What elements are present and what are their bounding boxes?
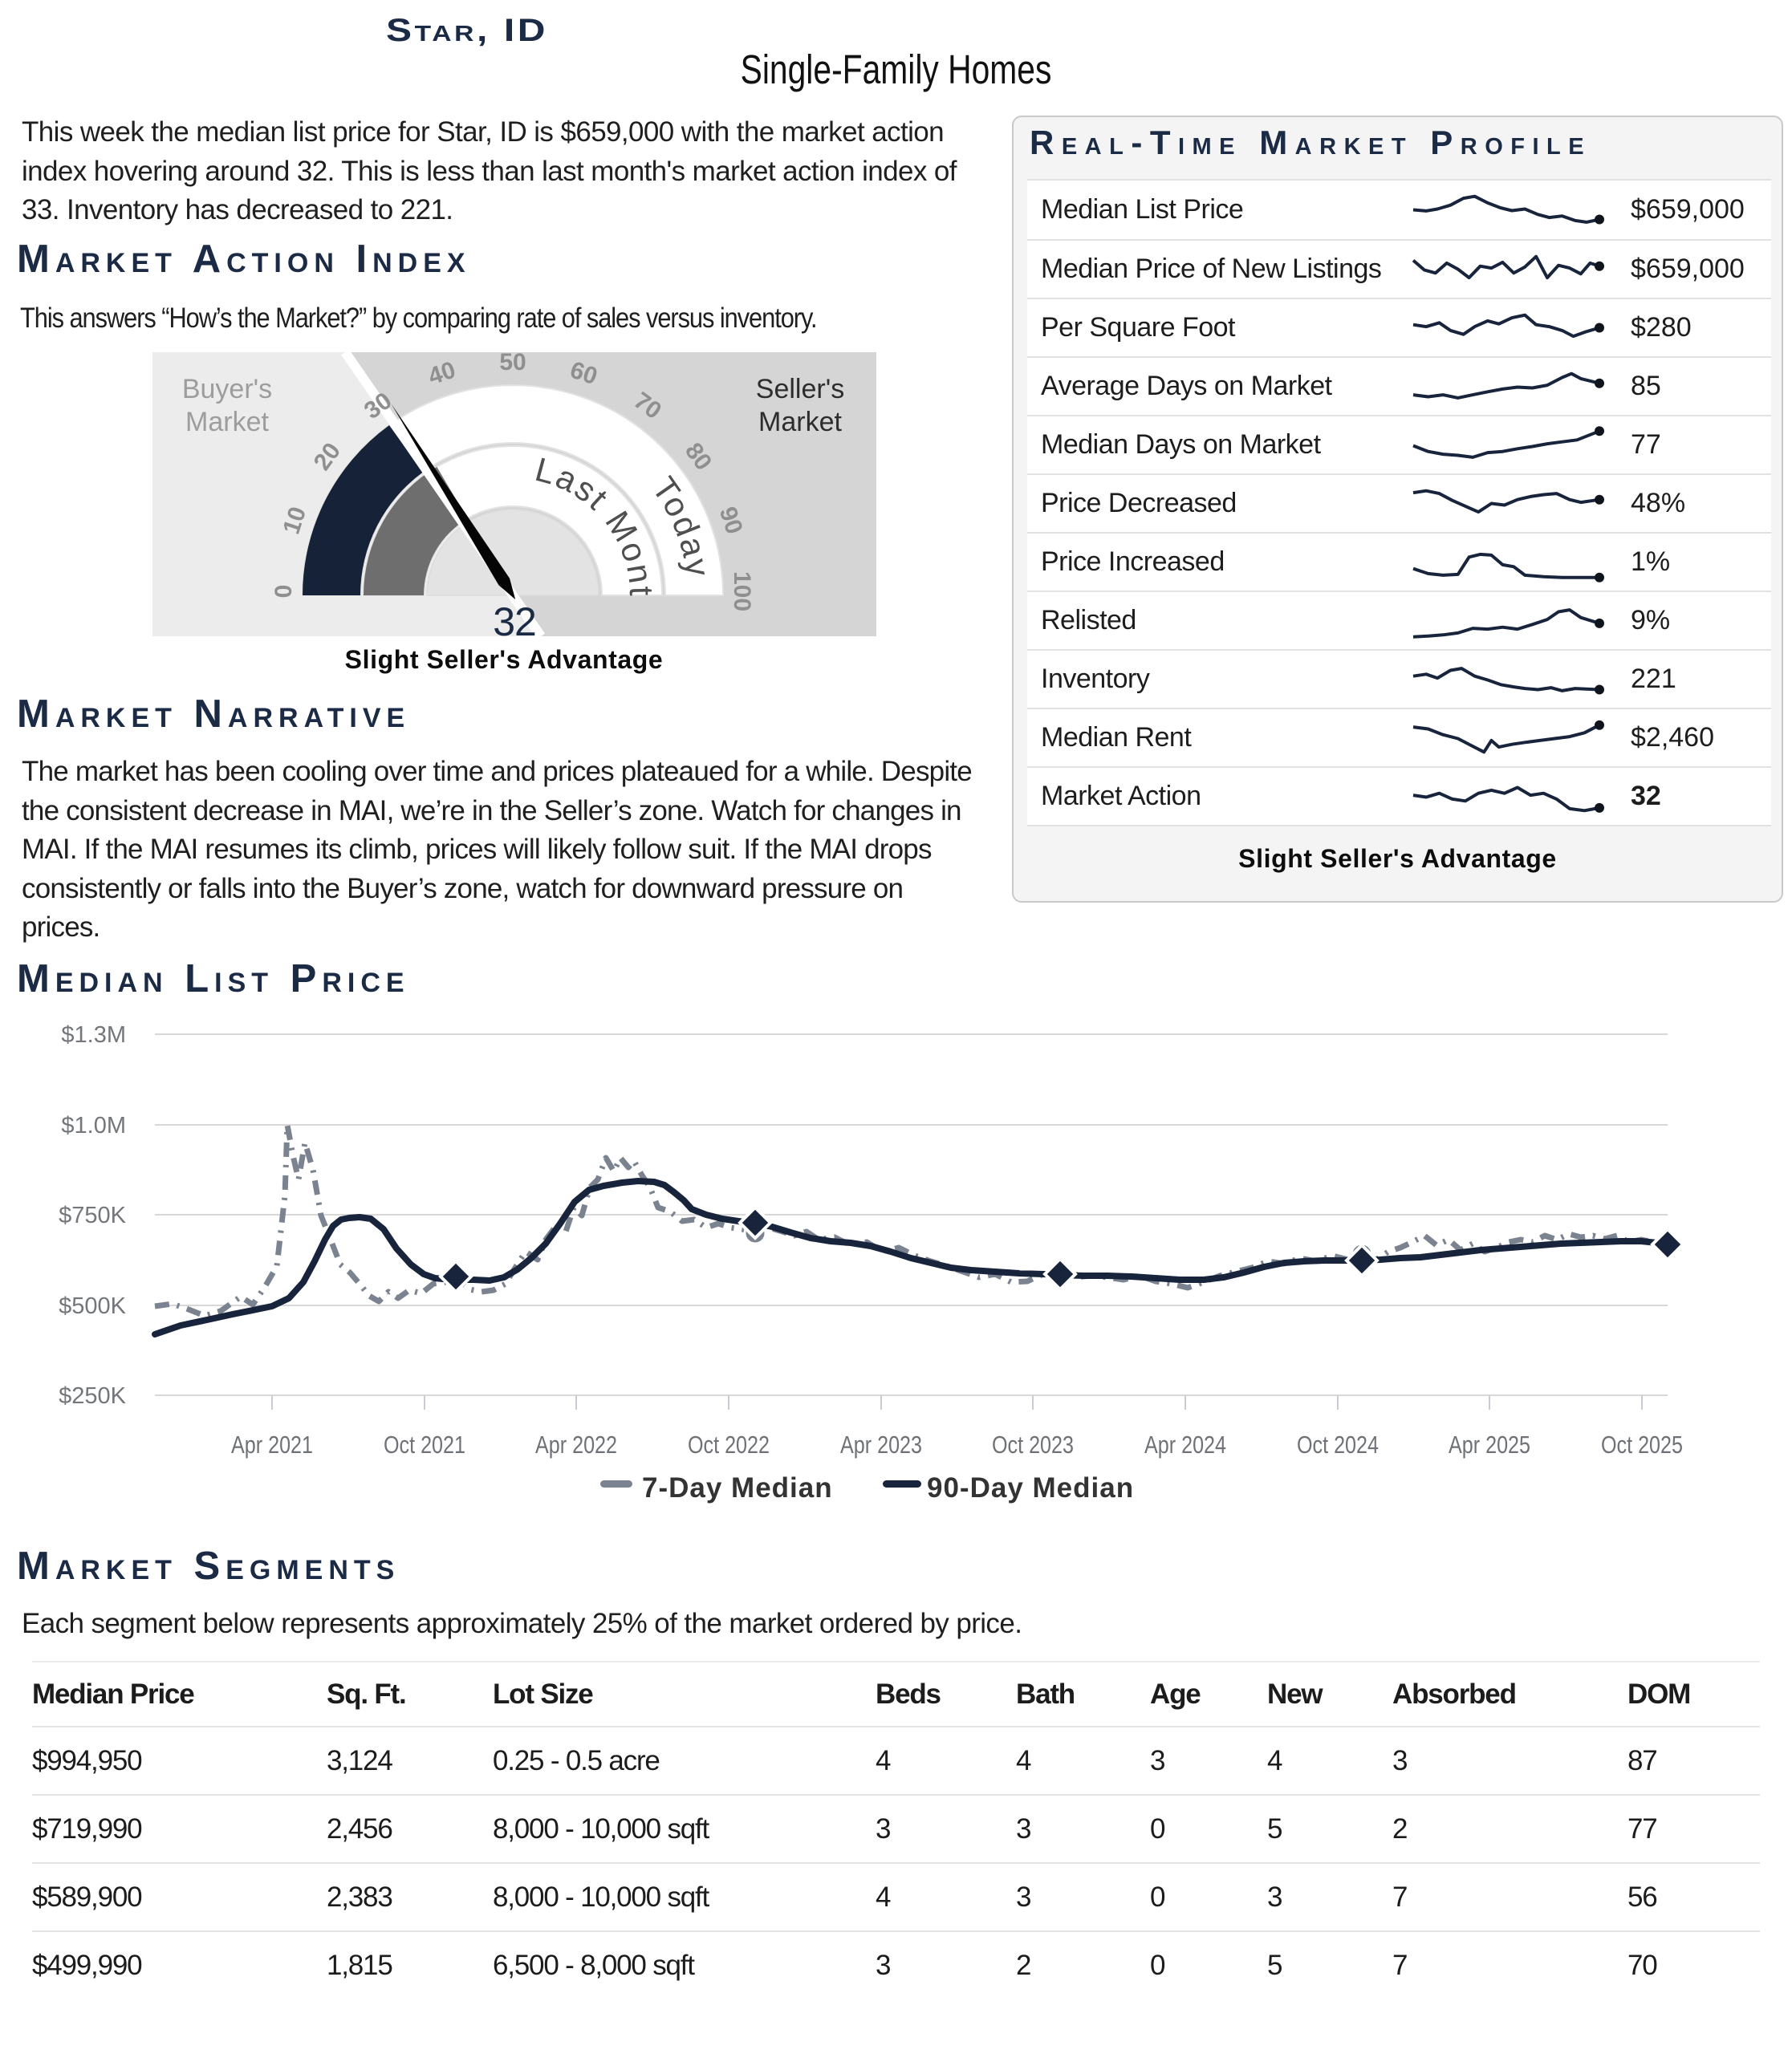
svg-text:$750K: $750K bbox=[59, 1203, 127, 1228]
svg-text:90-Day Median: 90-Day Median bbox=[927, 1472, 1134, 1504]
svg-text:0: 0 bbox=[270, 585, 297, 599]
svg-text:7-Day Median: 7-Day Median bbox=[642, 1472, 833, 1504]
svg-text:$1.0M: $1.0M bbox=[61, 1113, 126, 1139]
svg-text:Oct 2022: Oct 2022 bbox=[688, 1431, 770, 1459]
svg-text:Oct 2024: Oct 2024 bbox=[1297, 1431, 1379, 1459]
svg-text:Apr 2024: Apr 2024 bbox=[1144, 1431, 1226, 1459]
svg-text:$1.3M: $1.3M bbox=[61, 1022, 126, 1048]
svg-text:Apr 2023: Apr 2023 bbox=[840, 1431, 922, 1459]
svg-text:$500K: $500K bbox=[59, 1293, 127, 1319]
svg-text:Oct 2021: Oct 2021 bbox=[384, 1431, 465, 1459]
svg-text:Apr 2022: Apr 2022 bbox=[535, 1431, 617, 1459]
svg-text:Oct 2023: Oct 2023 bbox=[992, 1431, 1074, 1459]
svg-text:$250K: $250K bbox=[59, 1383, 127, 1409]
svg-text:100: 100 bbox=[729, 571, 755, 611]
svg-text:Apr 2025: Apr 2025 bbox=[1449, 1431, 1530, 1459]
svg-text:Apr 2021: Apr 2021 bbox=[231, 1431, 313, 1459]
svg-text:50: 50 bbox=[499, 352, 526, 375]
svg-text:Oct 2025: Oct 2025 bbox=[1601, 1431, 1683, 1459]
